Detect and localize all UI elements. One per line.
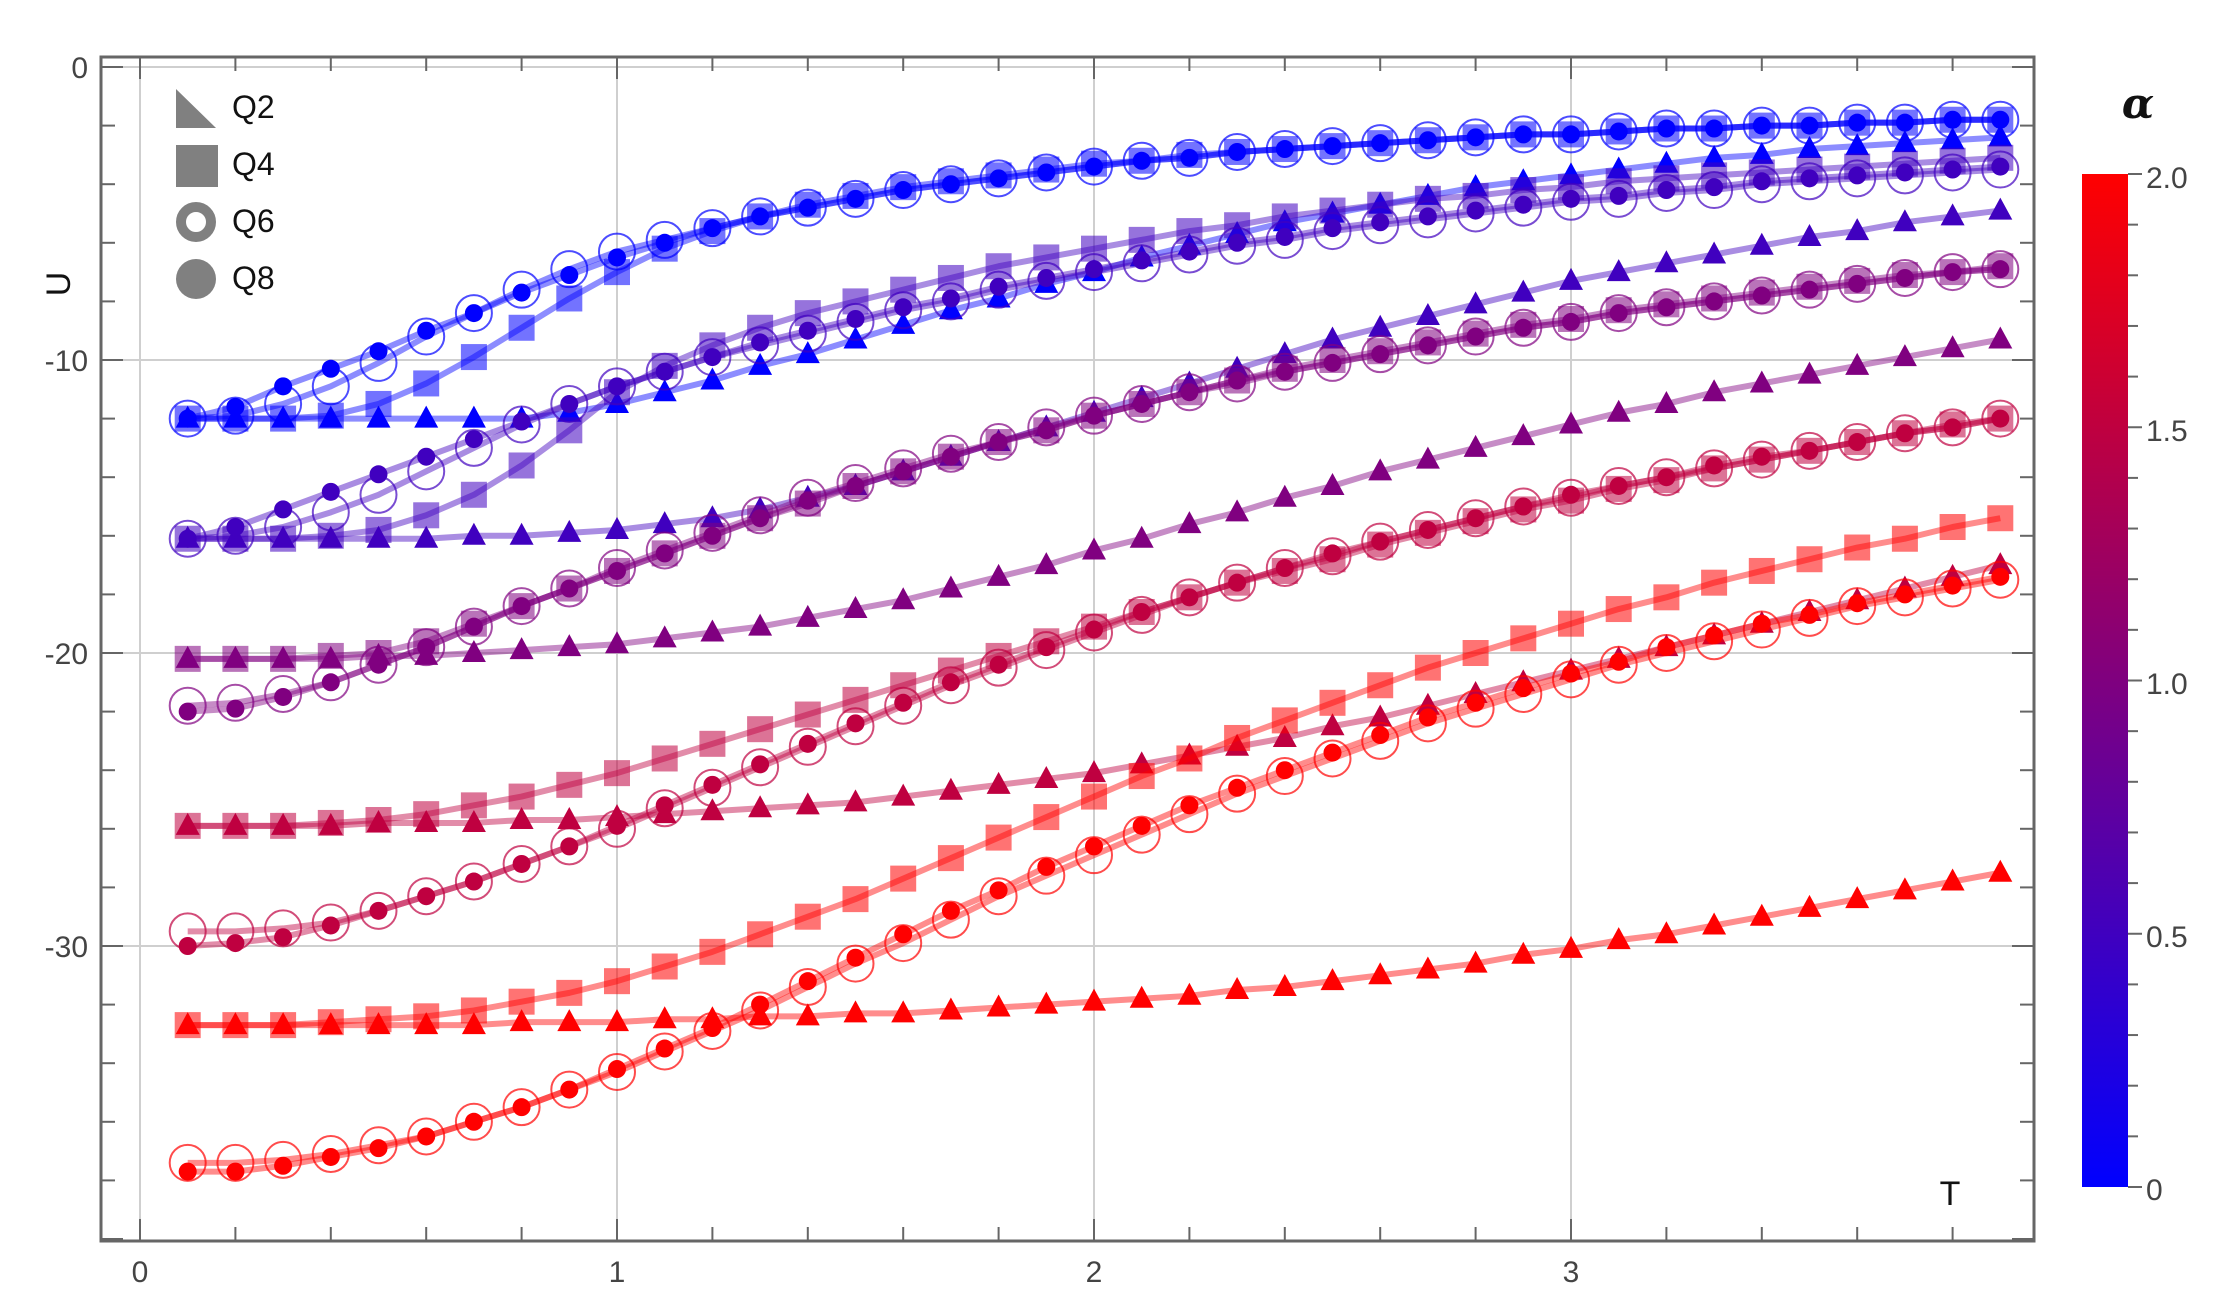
plot-frame [99,55,2036,1243]
y-tick-minus20: -20 [45,638,88,671]
colorbar-title: α [2122,79,2154,128]
series-open-circle [168,560,2020,1182]
colorbar-tick-1-0: 1.0 [2146,668,2188,701]
legend-label-q4: Q4 [232,146,275,182]
axis-ticks [101,57,2034,1241]
series-filled-circle [178,409,2010,955]
y-tick-0: 0 [71,52,88,85]
colorbar: α 0 0.5 1.0 1.5 2.0 [2082,79,2188,1207]
plot-series [168,100,2020,1182]
colorbar-tick-0: 0 [2146,1174,2163,1207]
x-tick-3: 3 [1563,1256,1580,1289]
series-filled-circle [178,157,2010,548]
colorbar-tick-1-5: 1.5 [2146,415,2188,448]
series-filled-circle [178,110,2010,428]
legend-label-q6: Q6 [232,203,275,239]
x-tick-2: 2 [1086,1256,1103,1289]
y-tick-minus10: -10 [45,345,88,378]
x-tick-1: 1 [609,1256,626,1289]
x-tick-0: 0 [132,1256,149,1289]
filled-circle-marker-icon [176,259,216,299]
y-axis-label: U [40,272,78,297]
colorbar-gradient [2082,174,2128,1187]
colorbar-tick-2-0: 2.0 [2146,162,2188,195]
series-square [174,505,2014,1039]
legend: Q2 Q4 Q6 Q8 [176,89,275,299]
x-axis-label: T [1940,1175,1961,1213]
square-marker-icon [176,145,218,187]
legend-label-q8: Q8 [232,260,275,296]
series-filled-circle [178,567,2010,1181]
series-filled-circle [178,260,2010,721]
open-circle-marker-icon [176,202,216,242]
colorbar-tick-0-5: 0.5 [2146,921,2188,954]
triangle-marker-icon [176,89,216,128]
legend-label-q2: Q2 [232,89,275,125]
y-tick-minus30: -30 [45,931,88,964]
